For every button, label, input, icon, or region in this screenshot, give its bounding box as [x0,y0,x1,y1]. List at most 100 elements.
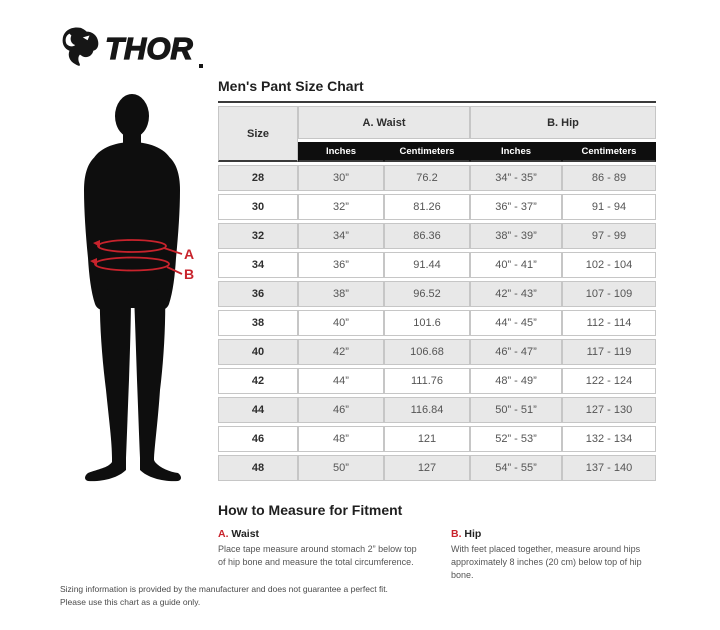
male-silhouette-figure: A B [84,94,194,482]
table-row: 42 44” 111.76 48” - 49” 122 - 124 [218,368,656,394]
column-header-waist-centimeters: Centimeters [384,142,470,162]
column-header-hip-inches: Inches [470,142,562,162]
ram-head-icon [58,24,100,73]
cell-waist_in: 40” [298,310,384,336]
waist-leader-line [163,247,183,255]
cell-hip_in: 42” - 43” [470,281,562,307]
cell-hip_in: 46” - 47” [470,339,562,365]
cell-hip_cm: 137 - 140 [562,455,656,481]
measure-hip-text: With feet placed together, measure aroun… [451,544,642,581]
cell-hip_in: 40” - 41” [470,252,562,278]
cell-size: 32 [218,223,298,249]
cell-hip_cm: 117 - 119 [562,339,656,365]
cell-waist_cm: 106.68 [384,339,470,365]
cell-size: 42 [218,368,298,394]
disclaimer: Sizing information is provided by the ma… [60,583,388,609]
table-row: 44 46” 116.84 50” - 51” 127 - 130 [218,397,656,423]
table-row: 34 36” 91.44 40” - 41” 102 - 104 [218,252,656,278]
measure-waist-text: Place tape measure around stomach 2” bel… [218,544,417,568]
measure-hip-letter: B. [451,528,462,540]
cell-hip_cm: 107 - 109 [562,281,656,307]
cell-waist_cm: 91.44 [384,252,470,278]
cell-hip_cm: 127 - 130 [562,397,656,423]
cell-waist_cm: 127 [384,455,470,481]
cell-waist_in: 46” [298,397,384,423]
waist-measurement-line [97,239,167,253]
cell-waist_cm: 96.52 [384,281,470,307]
cell-waist_cm: 116.84 [384,397,470,423]
table-row: 48 50” 127 54” - 55” 137 - 140 [218,455,656,481]
table-row: 30 32” 81.26 36” - 37” 91 - 94 [218,194,656,220]
logo-registered-mark [198,64,203,68]
cell-waist_in: 50” [298,455,384,481]
cell-waist_in: 30” [298,165,384,191]
cell-hip_cm: 122 - 124 [562,368,656,394]
cell-hip_cm: 112 - 114 [562,310,656,336]
column-header-waist-inches: Inches [298,142,384,162]
cell-hip_in: 54” - 55” [470,455,562,481]
hip-arrowhead-icon [90,258,97,265]
cell-waist_cm: 86.36 [384,223,470,249]
cell-hip_in: 50” - 51” [470,397,562,423]
table-row: 46 48” 121 52” - 53” 132 - 134 [218,426,656,452]
column-group-hip: B. Hip [470,106,656,139]
disclaimer-line-2: Please use this chart as a guide only. [60,597,201,608]
waist-arrowhead-icon [93,240,100,247]
measurement-figure: A B [56,90,198,490]
cell-size: 34 [218,252,298,278]
cell-waist_in: 32” [298,194,384,220]
cell-hip_cm: 132 - 134 [562,426,656,452]
cell-size: 30 [218,194,298,220]
cell-waist_in: 34” [298,223,384,249]
cell-hip_in: 36” - 37” [470,194,562,220]
cell-waist_in: 42” [298,339,384,365]
column-group-waist: A. Waist [298,106,470,139]
cell-waist_cm: 101.6 [384,310,470,336]
cell-waist_cm: 111.76 [384,368,470,394]
measure-waist-subhead: A. Waist [218,528,425,540]
main-content: Men's Pant Size Chart Size A. Waist B. H… [218,78,658,582]
cell-waist_in: 38” [298,281,384,307]
logo-wordmark: THOR [104,31,193,66]
cell-waist_in: 36” [298,252,384,278]
table-row: 40 42” 106.68 46” - 47” 117 - 119 [218,339,656,365]
cell-hip_cm: 91 - 94 [562,194,656,220]
cell-hip_cm: 97 - 99 [562,223,656,249]
disclaimer-line-1: Sizing information is provided by the ma… [60,584,388,594]
cell-size: 28 [218,165,298,191]
measure-section: How to Measure for Fitment A. Waist Plac… [218,502,658,582]
table-row: 28 30” 76.2 34” - 35” 86 - 89 [218,165,656,191]
cell-size: 44 [218,397,298,423]
cell-waist_cm: 81.26 [384,194,470,220]
table-row: 36 38” 96.52 42” - 43” 107 - 109 [218,281,656,307]
hip-measurement-line [94,256,170,272]
measure-waist-block: A. Waist Place tape measure around stoma… [218,528,425,582]
cell-size: 48 [218,455,298,481]
table-header: Size A. Waist B. Hip Inches Centimeters … [218,106,656,162]
cell-waist_cm: 76.2 [384,165,470,191]
cell-hip_in: 38” - 39” [470,223,562,249]
cell-hip_cm: 102 - 104 [562,252,656,278]
cell-size: 40 [218,339,298,365]
cell-waist_cm: 121 [384,426,470,452]
measure-hip-name: Hip [464,528,482,540]
cell-hip_in: 52” - 53” [470,426,562,452]
cell-size: 38 [218,310,298,336]
cell-hip_in: 48” - 49” [470,368,562,394]
cell-size: 46 [218,426,298,452]
measure-hip-block: B. Hip With feet placed together, measur… [451,528,658,582]
hip-leader-line [166,266,183,275]
measure-heading: How to Measure for Fitment [218,502,403,518]
column-header-hip-centimeters: Centimeters [562,142,656,162]
page-title: Men's Pant Size Chart [218,78,364,94]
column-header-size: Size [218,106,298,162]
waist-label-a: A [184,246,194,262]
size-table-body: 28 30” 76.2 34” - 35” 86 - 89 30 32” 81.26 36” -… [218,165,656,481]
thor-logo: THOR [58,24,203,73]
cell-waist_in: 44” [298,368,384,394]
cell-hip_in: 34” - 35” [470,165,562,191]
cell-size: 36 [218,281,298,307]
table-row: 32 34” 86.36 38” - 39” 97 - 99 [218,223,656,249]
measure-hip-subhead: B. Hip [451,528,658,540]
